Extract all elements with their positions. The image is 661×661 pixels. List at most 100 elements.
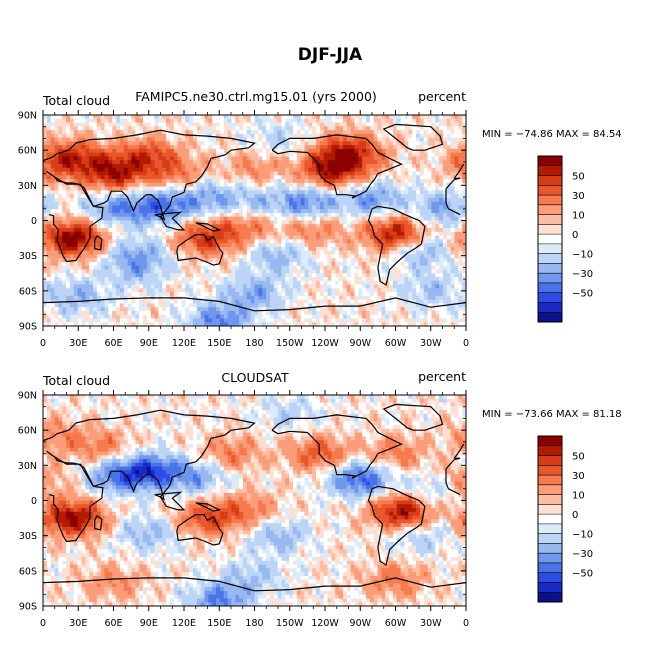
field-cell [104,175,109,180]
field-cell [58,224,63,229]
field-cell [146,220,152,225]
field-cell [173,122,179,127]
field-cell [250,148,256,154]
field-cell [216,254,221,259]
field-cell [308,273,313,278]
field-cell [350,179,356,184]
field-cell [346,190,352,195]
field-cell [85,235,90,240]
field-cell [254,171,259,176]
field-cell [408,167,413,173]
field-cell [246,156,252,161]
field-cell [400,243,406,248]
field-cell [281,231,286,237]
field-cell [354,145,359,150]
field-cell [331,212,336,218]
field-cell [296,190,302,195]
field-cell [54,209,59,214]
panel-1-center-label: FAMIPC5.ne30.ctrl.mg15.01 (yrs 2000) [135,89,377,104]
field-cell [308,145,313,150]
field-cell [458,205,463,210]
field-cell [223,194,229,199]
field-cell [219,186,225,191]
field-cell [73,190,79,195]
field-cell [266,250,271,256]
field-cell [46,205,52,210]
field-cell [96,254,102,259]
field-cell [381,137,386,142]
field-cell [208,235,213,240]
field-cell [431,156,436,161]
field-cell [323,212,329,218]
field-cell [323,152,329,158]
field-cell [212,190,217,195]
field-cell [231,243,236,248]
field-cell [235,122,240,127]
field-cell [369,118,375,124]
field-cell [373,182,379,188]
field-cell [200,216,206,222]
field-cell [381,269,386,274]
field-cell [196,115,202,120]
field-cell [204,239,209,244]
field-cell [458,122,463,127]
field-cell [169,258,175,263]
field-cell [431,186,436,191]
field-cell [269,179,275,184]
field-cell [169,254,175,259]
field-cell [173,118,179,124]
field-cell [96,163,102,169]
field-cell [304,179,309,184]
field-cell [69,126,75,131]
field-cell [312,156,317,161]
field-cell [442,228,448,233]
panel-1-units-label: percent [418,89,466,104]
field-cell [404,254,409,259]
field-cell [462,201,466,207]
field-cell [354,239,359,244]
field-cell [339,160,344,165]
field-cell [158,186,163,191]
field-cell [173,269,179,274]
field-cell [269,224,275,229]
field-cell [300,224,306,229]
field-cell [127,216,133,222]
field-cell [142,156,148,161]
field-cell [192,115,198,120]
field-cell [131,115,136,120]
field-cell [354,126,359,131]
field-cell [308,194,313,199]
field-cell [358,152,363,158]
field-cell [216,130,221,135]
field-cell [304,212,309,218]
field-cell [339,141,344,146]
field-cell [423,182,429,188]
field-cell [308,175,313,180]
field-cell [231,277,236,282]
field-cell [412,137,417,142]
field-cell [381,254,386,259]
field-cell [404,269,409,274]
field-cell [362,175,367,180]
field-cell [362,156,367,161]
field-cell [235,201,240,207]
field-cell [269,250,275,256]
field-cell [254,137,259,142]
field-cell [158,175,163,180]
field-cell [258,137,263,142]
field-cell [162,250,167,256]
field-cell [396,145,402,150]
field-cell [335,280,340,286]
field-cell [446,148,452,154]
field-cell [146,160,152,165]
field-cell [146,284,152,289]
field-cell [192,243,198,248]
field-cell [162,205,167,210]
field-cell [46,235,52,240]
field-cell [96,175,102,180]
field-cell [400,269,406,274]
field-cell [119,246,125,252]
field-cell [431,277,436,282]
field-cell [412,269,417,274]
field-cell [316,243,321,248]
